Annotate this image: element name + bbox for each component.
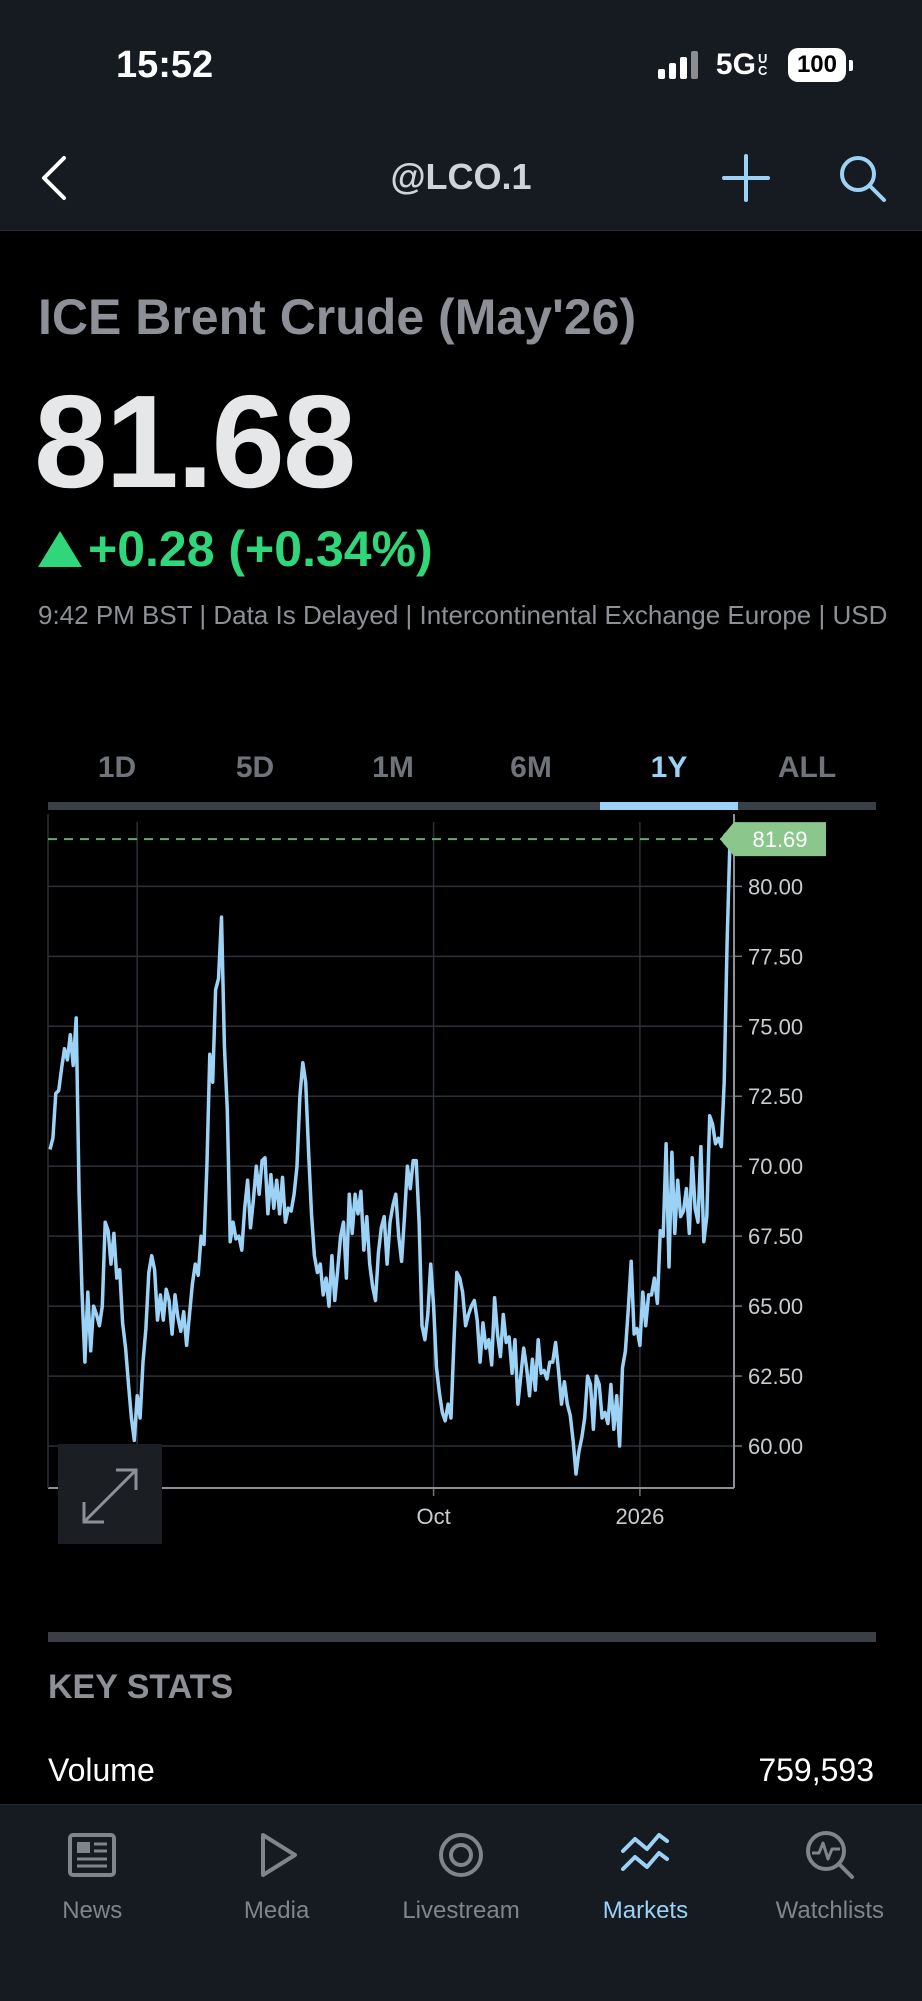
price-chart[interactable]: 60.00 62.50 65.00 67.50 70.00 72.50 75.00 77.50…: [0, 800, 922, 1540]
markets-icon: [621, 1833, 670, 1871]
y-tick-label: 67.50: [748, 1224, 803, 1249]
tab-1d[interactable]: 1D: [48, 746, 186, 810]
x-tick-label: Oct: [416, 1504, 450, 1529]
tab-markets[interactable]: Markets: [553, 1805, 737, 2001]
tab-6m[interactable]: 6M: [462, 746, 600, 810]
plus-icon[interactable]: [720, 152, 772, 204]
tab-livestream-label: Livestream: [402, 1897, 520, 1924]
up-arrow-icon: [38, 531, 82, 567]
tab-all[interactable]: ALL: [738, 746, 876, 810]
status-time: 15:52: [116, 44, 214, 86]
battery-icon: 100: [787, 48, 854, 82]
livestream-icon: [439, 1833, 484, 1877]
tab-markets-label: Markets: [602, 1897, 689, 1924]
quote-meta: 9:42 PM BST | Data Is Delayed | Intercon…: [38, 600, 888, 630]
tab-media[interactable]: Media: [184, 1805, 368, 2001]
y-tick-label: 70.00: [748, 1154, 803, 1179]
last-value-label: 81.69: [752, 827, 807, 852]
bottom-tab-bar: News Media Livestream Markets Watchlists: [0, 1804, 922, 2001]
play-icon: [260, 1833, 297, 1877]
tab-1m[interactable]: 1M: [324, 746, 462, 810]
tab-livestream[interactable]: Livestream: [369, 1805, 553, 2001]
tab-news-label: News: [62, 1897, 123, 1924]
volume-label: Volume: [48, 1752, 155, 1788]
tab-watchlists-label: Watchlists: [775, 1897, 885, 1924]
search-icon[interactable]: [836, 152, 888, 204]
status-indicators: 5G UC 100: [657, 48, 854, 82]
tab-5d[interactable]: 5D: [186, 746, 324, 810]
network-type: 5G: [715, 48, 756, 81]
key-stats-title: KEY STATS: [48, 1668, 234, 1706]
last-value-tag: [720, 822, 826, 857]
price-series-line: [48, 839, 732, 1476]
x-tick-label: 2026: [615, 1504, 664, 1529]
tab-watchlists[interactable]: Watchlists: [738, 1805, 922, 2001]
price-change: +0.28 (+0.34%): [88, 521, 433, 577]
network-suffix: UC: [757, 51, 768, 78]
y-tick-label: 65.00: [748, 1294, 803, 1319]
watchlists-icon: [805, 1831, 854, 1879]
tab-news[interactable]: News: [0, 1805, 184, 2001]
tab-media-label: Media: [243, 1897, 310, 1924]
y-tick-label: 60.00: [748, 1434, 803, 1459]
signal-icon: [657, 51, 698, 79]
y-tick-label: 75.00: [748, 1014, 803, 1039]
volume-value: 759,593: [758, 1752, 874, 1788]
y-tick-label: 80.00: [748, 874, 803, 899]
news-icon: [68, 1833, 117, 1877]
last-price: 81.68: [34, 368, 356, 515]
expand-icon: [82, 1468, 138, 1524]
section-divider: [48, 1632, 876, 1642]
chevron-left-icon[interactable]: [36, 150, 72, 206]
y-tick-label: 62.50: [748, 1364, 803, 1389]
expand-chart-button[interactable]: [58, 1444, 162, 1544]
y-tick-label: 77.50: [748, 944, 803, 969]
top-bar: 15:52 5G UC 100 @LCO.1: [0, 0, 922, 231]
instrument-name: ICE Brent Crude (May'26): [38, 289, 637, 345]
page-title: @LCO.1: [390, 156, 532, 197]
y-tick-label: 72.50: [748, 1084, 803, 1109]
tab-1y[interactable]: 1Y: [600, 746, 738, 810]
price-change-row: +0.28 (+0.34%): [38, 520, 433, 578]
range-tabs: 1D 5D 1M 6M 1Y ALL: [48, 746, 876, 810]
network-label: 5G UC: [716, 48, 770, 82]
